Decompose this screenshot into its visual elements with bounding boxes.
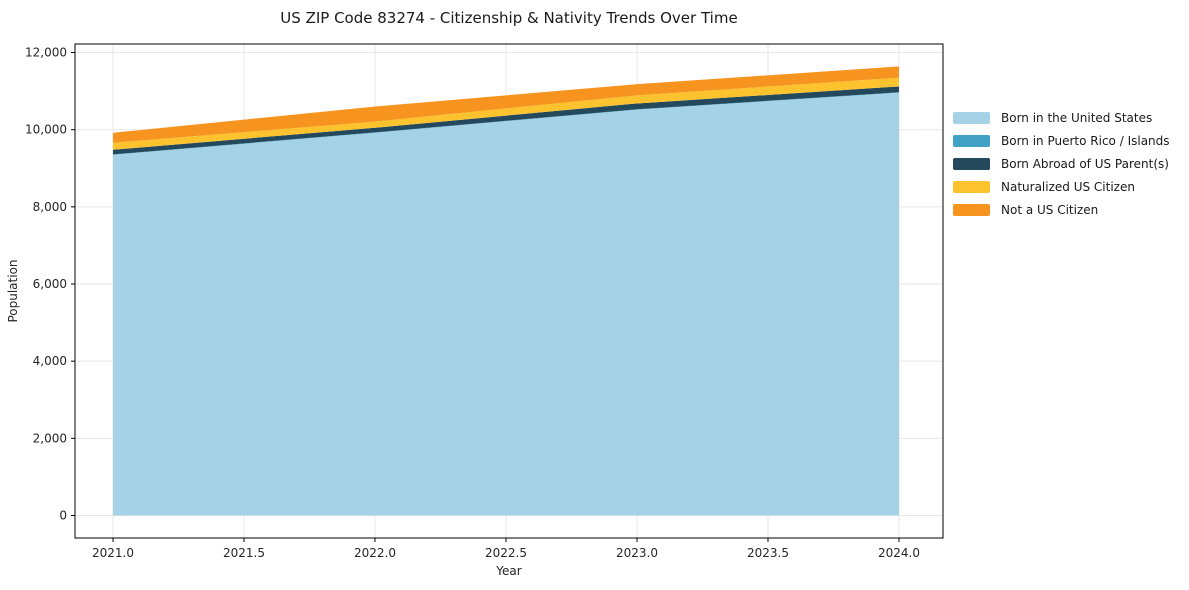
area-series-2 <box>112 86 899 155</box>
x-tick-label: 2023.5 <box>747 546 789 560</box>
y-tick-label: 2,000 <box>33 431 67 445</box>
area-series-0 <box>112 92 899 516</box>
x-axis-label: Year <box>496 564 522 578</box>
legend-item: Not a US Citizen <box>953 198 1170 221</box>
y-tick-label: 10,000 <box>25 123 67 137</box>
legend-item: Born in Puerto Rico / Islands <box>953 129 1170 152</box>
y-tick-label: 8,000 <box>33 200 67 214</box>
x-tick-label: 2021.0 <box>92 546 134 560</box>
legend-swatch <box>953 180 990 193</box>
legend-swatch <box>953 157 990 170</box>
x-tick-label: 2023.0 <box>616 546 658 560</box>
legend-label: Born Abroad of US Parent(s) <box>1001 156 1169 171</box>
y-tick-label: 4,000 <box>33 354 67 368</box>
x-tick-label: 2024.0 <box>878 546 920 560</box>
legend-label: Not a US Citizen <box>1001 202 1099 217</box>
legend-label: Born in the United States <box>1001 110 1153 125</box>
y-tick-label: 0 <box>59 509 67 523</box>
legend-item: Born in the United States <box>953 106 1170 129</box>
legend-label: Born in Puerto Rico / Islands <box>1001 133 1170 148</box>
plot-border <box>74 43 944 539</box>
area-series-3 <box>112 77 899 150</box>
y-tick-label: 6,000 <box>33 277 67 291</box>
x-tick-label: 2022.0 <box>354 546 396 560</box>
legend-swatch <box>953 134 990 147</box>
chart-title: US ZIP Code 83274 - Citizenship & Nativi… <box>280 9 738 27</box>
legend-swatch <box>953 111 990 124</box>
legend-label: Naturalized US Citizen <box>1001 179 1135 194</box>
x-tick-label: 2022.5 <box>485 546 527 560</box>
area-series-4 <box>112 66 899 143</box>
legend-item: Naturalized US Citizen <box>953 175 1170 198</box>
legend: Born in the United States Born in Puerto … <box>953 106 1170 221</box>
y-tick-label: 12,000 <box>25 46 67 60</box>
legend-item: Born Abroad of US Parent(s) <box>953 152 1170 175</box>
x-tick-label: 2021.5 <box>223 546 265 560</box>
legend-swatch <box>953 203 990 216</box>
y-axis-label: Population <box>6 259 20 323</box>
